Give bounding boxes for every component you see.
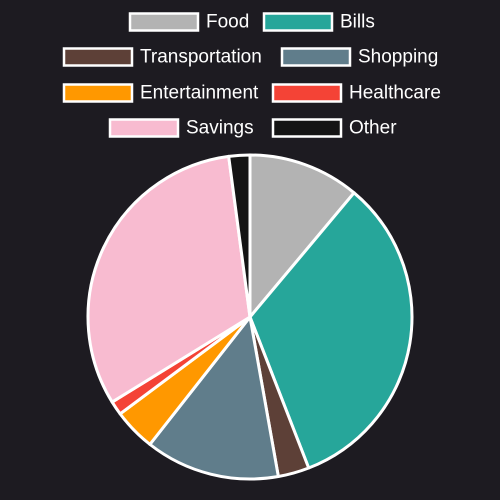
legend-label-shopping: Shopping [358,47,438,68]
pie-slice-shopping[interactable] [148,315,280,481]
legend-swatch-shopping [280,47,352,67]
pie-slice-other[interactable] [227,153,252,319]
legend-swatch-other [271,118,343,138]
pie-slices [86,153,414,481]
pie-slice-food[interactable] [248,153,356,319]
legend-label-entertainment: Entertainment [140,83,259,104]
legend-item-entertainment: Entertainment [62,83,259,104]
pie-slice-savings[interactable] [86,154,252,404]
legend-swatch-bills [262,12,334,32]
legend-item-savings: Savings [108,118,254,139]
legend-item-healthcare: Healthcare [271,83,441,104]
legend-swatch-food [128,12,200,32]
legend-item-transportation: Transportation [62,47,262,68]
legend-item-other: Other [271,118,397,139]
legend-swatch-healthcare [271,83,343,103]
legend: Food Bills Transportation Shopping Entertain… [62,12,441,139]
legend-label-savings: Savings [186,118,254,139]
legend-item-bills: Bills [262,12,375,33]
legend-label-bills: Bills [340,12,375,33]
pie-slice-bills[interactable] [248,191,414,470]
legend-item-food: Food [128,12,249,33]
legend-item-shopping: Shopping [280,47,438,68]
legend-swatch-savings [108,118,180,138]
legend-label-transportation: Transportation [140,47,262,68]
legend-swatch-entertainment [62,83,134,103]
legend-label-other: Other [349,118,397,139]
legend-swatch-transportation [62,47,134,67]
legend-label-food: Food [206,12,249,33]
legend-label-healthcare: Healthcare [349,83,441,104]
